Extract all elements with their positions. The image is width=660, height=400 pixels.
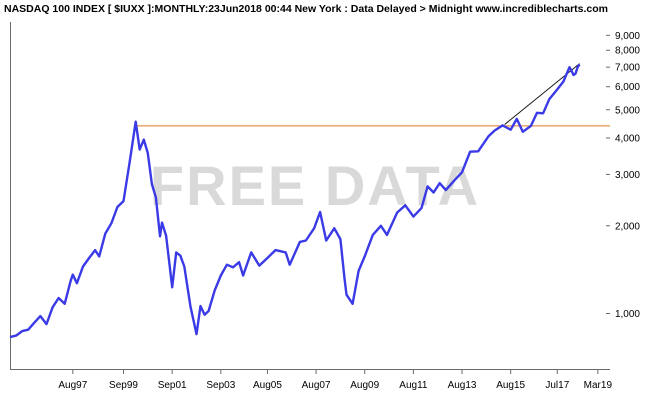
y-tick-label: 1,000: [615, 309, 640, 320]
y-axis: 1,000 2,000 3,000 4,000 5,000 6,000 7,000 8,000…: [606, 31, 640, 320]
x-tick-label: Aug13: [448, 380, 477, 391]
series-layer: [9, 63, 581, 339]
x-tick-label: Sep99: [109, 380, 138, 391]
watermark: FREE DATA: [150, 154, 480, 217]
x-tick-label: Aug09: [350, 380, 379, 391]
y-tick-label: 3,000: [615, 170, 640, 181]
x-tick-label: Sep03: [206, 380, 235, 391]
y-tick-label: 4,000: [615, 134, 640, 145]
y-tick-label: 9,000: [615, 31, 640, 42]
x-tick-label: Aug97: [58, 380, 87, 391]
x-tick-label: Sep01: [158, 380, 187, 391]
reference-lines: [135, 63, 610, 127]
y-tick-label: 6,000: [615, 82, 640, 93]
series-line-0: [9, 63, 581, 339]
x-tick-label: Mar19: [584, 380, 613, 391]
x-tick-label: Jul17: [545, 380, 569, 391]
chart-title: NASDAQ 100 INDEX [ $IUXX ]:MONTHLY:23Jun…: [4, 3, 609, 15]
x-axis: Aug97 Sep99 Sep01 Sep03 Aug05 Aug07 Aug09 Aug11…: [58, 370, 612, 391]
x-tick-label: Aug07: [302, 380, 331, 391]
chart-header: NASDAQ 100 INDEX [ $IUXX ]:MONTHLY:23Jun…: [0, 0, 660, 20]
x-tick-label: Aug11: [399, 380, 428, 391]
x-tick-label: Aug05: [253, 380, 282, 391]
x-tick-label: Aug15: [496, 380, 525, 391]
y-tick-label: 2,000: [615, 221, 640, 232]
y-tick-label: 8,000: [615, 46, 640, 57]
y-tick-label: 7,000: [615, 63, 640, 74]
y-tick-label: 5,000: [615, 105, 640, 116]
plot-area: [10, 22, 610, 370]
